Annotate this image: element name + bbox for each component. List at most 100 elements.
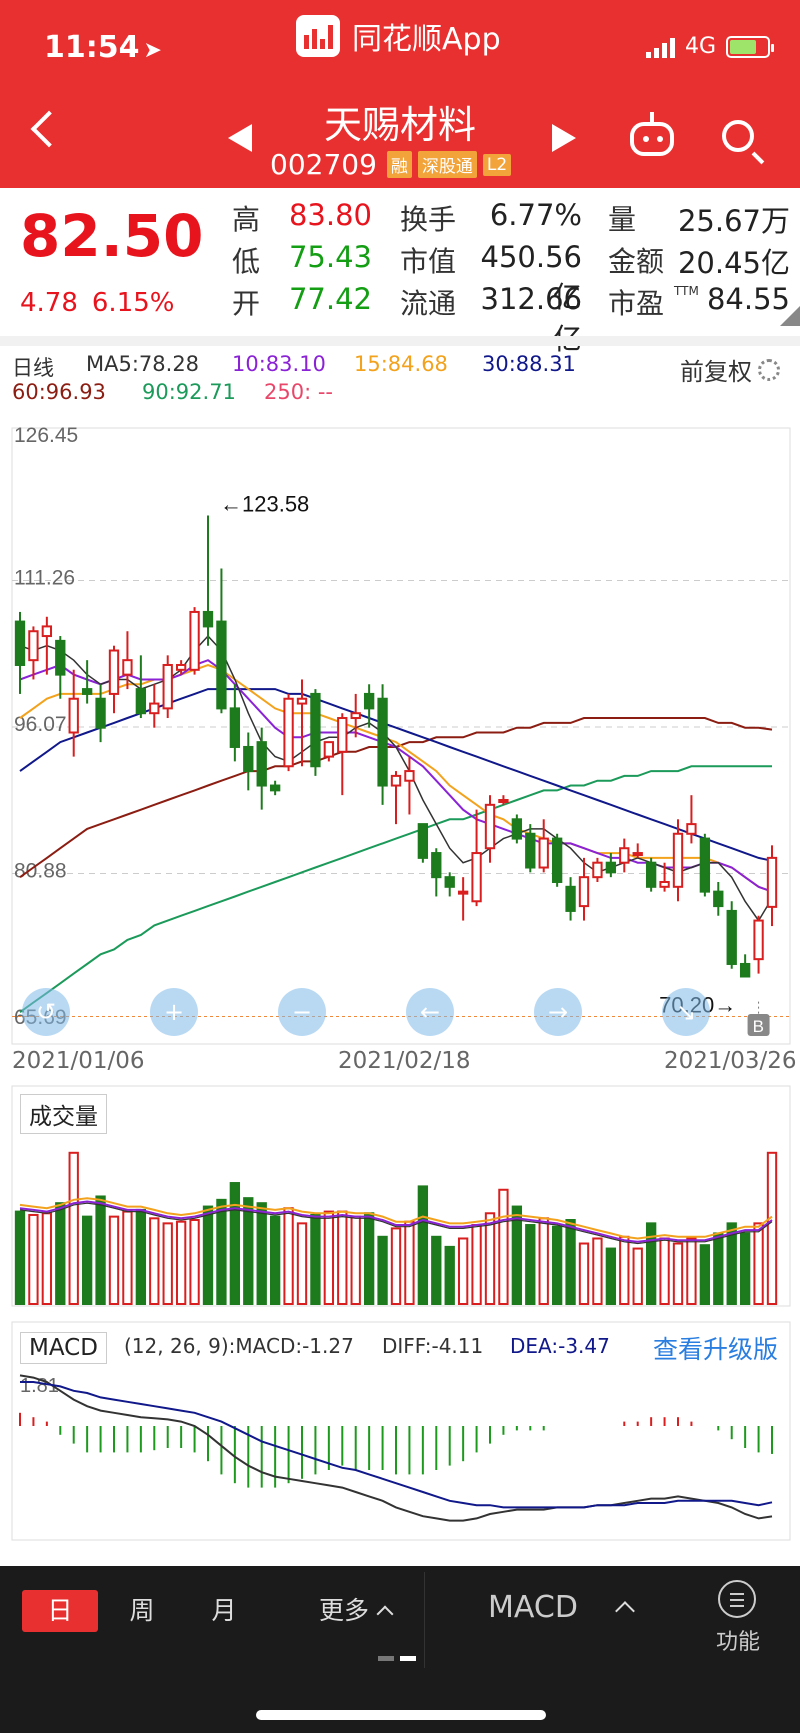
scroll-right-icon: → [548, 998, 568, 1026]
volume-bar [269, 1215, 281, 1306]
volume-bar [337, 1210, 348, 1305]
high-marker: ←123.58 [220, 491, 309, 516]
zoom-out-button[interactable]: − [278, 988, 326, 1036]
candle-body [149, 702, 160, 715]
candle-body [14, 620, 26, 666]
price-tick-label: 96.07 [14, 713, 67, 736]
volume-bar [417, 1185, 429, 1306]
expand-circle [662, 988, 710, 1036]
volume-bar [565, 1219, 576, 1305]
home-indicator [256, 1710, 546, 1720]
volume-bar [645, 1222, 657, 1305]
page-indicator [378, 1656, 416, 1661]
function-label[interactable]: 功能 [716, 1630, 761, 1655]
expand-icon: ↘ [676, 998, 696, 1026]
scroll-right-button[interactable]: → [534, 988, 582, 1036]
candle-body [337, 717, 348, 753]
volume-label: 量 [608, 203, 637, 236]
period-tab-month[interactable]: 月 [211, 1596, 237, 1625]
candle-body [726, 909, 737, 965]
volume-bar [175, 1220, 187, 1306]
candle-body [283, 697, 294, 768]
period-label: 日线 [12, 356, 54, 380]
volume-bar [189, 1219, 200, 1305]
location-arrow-icon: ➤ [143, 38, 162, 63]
volume-bar [229, 1182, 241, 1306]
app-header: 11:54 ➤ 同花顺App 4G 天赐材料 002709 融 深股通 L2 [0, 0, 800, 188]
zoom-in-button[interactable]: + [150, 988, 198, 1036]
candle-body [766, 856, 778, 908]
kline-chart[interactable]: 126.45111.2696.0780.8865.69←123.5870.20→… [0, 0, 800, 1560]
candle-body [390, 774, 402, 787]
period-tab-week[interactable]: 周 [129, 1596, 155, 1625]
candle-body [323, 741, 335, 758]
volume-bar [256, 1202, 267, 1305]
candle-body [431, 852, 442, 879]
b-badge [747, 1014, 770, 1036]
volume-panel-title[interactable]: 成交量 [20, 1094, 107, 1134]
function-menu-icon[interactable] [718, 1580, 756, 1618]
macd-panel-title[interactable]: MACD [20, 1332, 107, 1364]
signal-icon [645, 36, 675, 58]
expand-corner-icon[interactable] [780, 306, 800, 326]
candle-body [444, 876, 455, 888]
candle-body [511, 818, 523, 840]
ma30-legend: 30:88.31 [482, 352, 576, 376]
candle-body [565, 885, 576, 912]
zoom-reset-button[interactable]: ↺ [22, 988, 70, 1036]
candle-body [457, 890, 469, 895]
volume-bar [310, 1213, 321, 1305]
amount-value: 20.45亿 [677, 246, 790, 280]
search-icon[interactable] [722, 120, 754, 152]
ma15-line [19, 663, 773, 893]
prev-stock-icon[interactable] [228, 124, 252, 152]
candle-body [645, 861, 657, 888]
candle-body [699, 837, 711, 893]
zoom-out-circle [278, 988, 326, 1036]
turnover-value: 6.77% [489, 198, 582, 232]
robot-assistant-icon[interactable] [630, 112, 674, 156]
status-time: 11:54 ➤ [44, 30, 162, 65]
indicator-label: MACD [488, 1590, 578, 1625]
volume-bar [162, 1222, 173, 1305]
zoom-reset-icon: ↺ [36, 998, 56, 1026]
candle-body [417, 823, 429, 859]
float-label: 流通 [400, 287, 457, 320]
indicator-selector[interactable]: MACD [488, 1590, 635, 1625]
scroll-right-circle [534, 988, 582, 1036]
volume-bar [619, 1235, 630, 1306]
period-tab-more[interactable]: 更多 [300, 1590, 410, 1632]
volume-bar [699, 1244, 711, 1305]
section-divider [0, 336, 800, 346]
candle-body [363, 692, 375, 710]
gear-icon[interactable] [758, 358, 780, 381]
scroll-left-button[interactable]: ← [406, 988, 454, 1036]
candle-body [578, 876, 590, 908]
ma5-legend: MA5:78.28 [86, 352, 200, 376]
expand-button[interactable]: ↘ [662, 988, 710, 1036]
zoom-out-icon: − [292, 998, 312, 1026]
volume-bar [243, 1197, 254, 1306]
candle-body [350, 712, 361, 720]
candle-body [471, 852, 482, 903]
volume-bar [592, 1237, 603, 1305]
stock-name: 天赐材料 [323, 103, 476, 147]
candle-body [122, 659, 133, 676]
macd-tick-label: 1.81 [20, 1375, 59, 1397]
more-label: 更多 [318, 1596, 369, 1625]
app-switcher[interactable]: 同花顺App [296, 14, 501, 58]
candle-body [632, 852, 643, 857]
price-adjust-selector[interactable]: 前复权 [680, 352, 780, 387]
volume-value: 25.67万 [677, 204, 790, 238]
upgrade-link[interactable]: 查看升级版 [652, 1335, 778, 1364]
ma250-legend: 250: -- [264, 380, 333, 404]
app-name: 同花顺App [352, 22, 501, 57]
candle-body [713, 890, 724, 908]
period-tab-day[interactable]: 日 [22, 1590, 98, 1632]
toolbar-divider [424, 1572, 425, 1668]
next-stock-icon[interactable] [552, 124, 576, 152]
volume-bar [350, 1215, 361, 1306]
candle-body [175, 663, 187, 671]
candle-body [55, 639, 66, 676]
volume-bar [149, 1217, 160, 1305]
